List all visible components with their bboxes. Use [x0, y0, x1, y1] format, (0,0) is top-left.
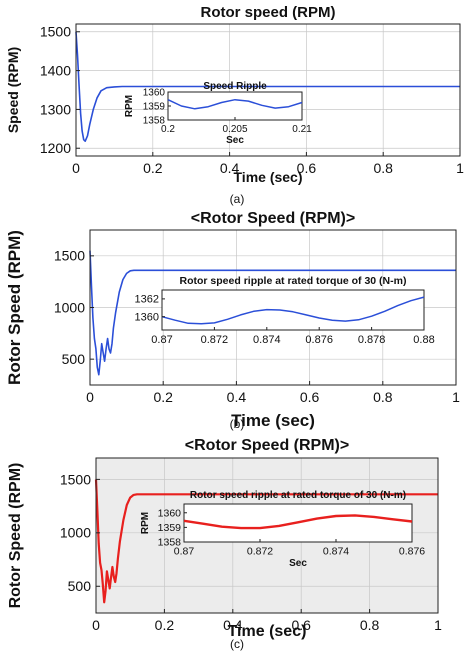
- y-tick-label: 500: [68, 578, 92, 594]
- inset-x-tick-label: 0.88: [413, 334, 434, 346]
- x-tick-label: 1: [452, 389, 460, 405]
- x-tick-label: 0: [86, 389, 94, 405]
- inset-y-axis-label: RPM: [124, 95, 135, 117]
- x-axis-label: Time (sec): [231, 411, 315, 430]
- x-tick-label: 0.8: [360, 617, 380, 633]
- inset-x-tick-label: 0.21: [292, 124, 312, 135]
- y-tick-label: 1500: [40, 24, 71, 40]
- inset-y-tick-label: 1358: [158, 537, 182, 549]
- inset-title: Speed Ripple: [203, 81, 267, 92]
- y-tick-label: 1200: [40, 140, 71, 156]
- inset-x-tick-label: 0.874: [253, 334, 281, 346]
- y-axis-label: Rotor Speed (RPM): [5, 230, 24, 385]
- x-tick-label: 0.6: [300, 389, 320, 405]
- inset-x-tick-label: 0.874: [323, 546, 349, 558]
- x-tick-label: 0.2: [153, 389, 173, 405]
- chart-panel-a: 0 0.2 0.4 0.6 0.8 1 1200 1300 1400 1500 Rotor spee…: [5, 4, 464, 206]
- x-tick-label: 1: [434, 617, 442, 633]
- chart-title: Rotor speed (RPM): [201, 4, 336, 21]
- y-tick-label: 1400: [40, 62, 71, 78]
- inset-x-tick-label: 0.205: [222, 124, 247, 135]
- x-tick-label: 0.4: [220, 160, 240, 176]
- inset-x-tick-label: 0.876: [399, 546, 425, 558]
- y-axis-label: Speed (RPM): [5, 47, 21, 133]
- series-line: [94, 479, 438, 604]
- inset-frame: [167, 91, 303, 121]
- x-tick-label: 0.4: [227, 389, 247, 405]
- inset-y-tick-label: 1360: [143, 88, 166, 99]
- y-tick-label: 1300: [40, 101, 71, 117]
- series-line: [75, 31, 460, 142]
- plot-area: [76, 24, 460, 156]
- x-tick-label: 0.2: [155, 617, 175, 633]
- figure-caption: (c): [230, 637, 244, 651]
- inset-series-line: [167, 98, 303, 110]
- x-tick-label: 0: [72, 160, 80, 176]
- figure-caption: (a): [230, 192, 245, 206]
- chart-title: <Rotor Speed (RPM)>: [191, 210, 355, 227]
- x-tick-label: 0.4: [223, 617, 243, 633]
- inset-x-tick-label: 0.872: [247, 546, 273, 558]
- x-tick-label: 0.6: [297, 160, 317, 176]
- inset-title: Rotor speed ripple at rated torque of 30…: [190, 490, 406, 501]
- inset-title: Rotor speed ripple at rated torque of 30…: [180, 275, 407, 287]
- inset-y-tick-label: 1359: [143, 102, 166, 113]
- y-tick-label: 500: [62, 351, 86, 367]
- y-tick-label: 1000: [54, 299, 85, 315]
- x-tick-label: 0.8: [373, 160, 393, 176]
- chart-title: <Rotor Speed (RPM)>: [185, 437, 349, 454]
- x-tick-label: 0.8: [373, 389, 393, 405]
- inset-x-tick-label: 0.878: [358, 334, 386, 346]
- y-tick-label: 1500: [54, 248, 85, 264]
- x-tick-label: 0.2: [143, 160, 163, 176]
- inset-x-tick-label: 0.87: [151, 334, 172, 346]
- x-tick-label: 0: [92, 617, 100, 633]
- inset-x-tick-label: 0.876: [305, 334, 333, 346]
- inset-x-tick-label: 0.2: [161, 124, 175, 135]
- axes-frame: [95, 457, 439, 614]
- inset-y-tick-label: 1359: [158, 522, 182, 534]
- inset-series-line: [183, 514, 413, 530]
- inset-x-axis-label: Sec: [226, 135, 244, 146]
- inset-y-tick-label: 1360: [158, 507, 182, 519]
- series-line: [89, 250, 456, 376]
- inset-x-tick-label: 0.87: [174, 546, 195, 558]
- y-axis-label: Rotor Speed (RPM): [7, 463, 24, 609]
- inset-series-line: [161, 296, 425, 325]
- inset-x-tick-label: 0.872: [201, 334, 229, 346]
- x-tick-label: 0.6: [291, 617, 311, 633]
- x-axis-label: Time (sec): [234, 169, 303, 185]
- x-axis-label: Time (sec): [228, 623, 307, 640]
- figure-caption: (b): [230, 417, 245, 431]
- inset-y-tick-label: 1360: [135, 312, 159, 324]
- inset-y-tick-label: 1362: [135, 294, 159, 306]
- x-tick-label: 1: [456, 160, 464, 176]
- inset-y-axis-label: RPM: [140, 512, 151, 534]
- axes-frame: [75, 23, 461, 157]
- y-tick-label: 1500: [60, 471, 91, 487]
- inset-y-tick-label: 1358: [143, 116, 166, 127]
- y-tick-label: 1000: [60, 525, 91, 541]
- inset-x-axis-label: Sec: [289, 558, 307, 569]
